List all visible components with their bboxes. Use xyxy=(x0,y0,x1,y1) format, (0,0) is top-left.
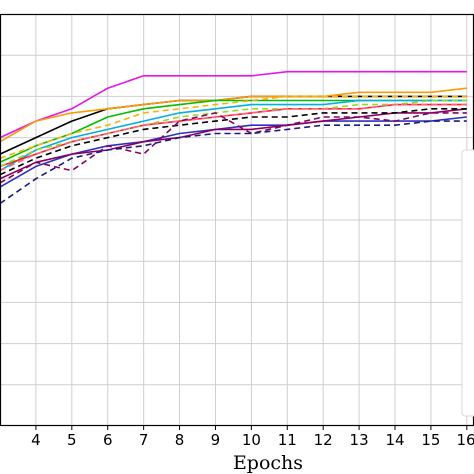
x-tick-label-9: 9 xyxy=(211,431,221,449)
series-line-3 xyxy=(0,87,467,143)
x-tick-label-14: 14 xyxy=(385,431,404,449)
x-tick-label-13: 13 xyxy=(350,431,369,449)
series-line-12 xyxy=(0,108,467,176)
x-tick-label-8: 8 xyxy=(175,431,185,449)
x-tick-label-15: 15 xyxy=(421,431,440,449)
series-line-14 xyxy=(0,120,467,205)
legend-box-edge xyxy=(461,149,474,417)
series-line-1 xyxy=(0,70,467,139)
x-tick-label-5: 5 xyxy=(67,431,77,449)
x-tick-label-7: 7 xyxy=(139,431,149,449)
x-tick-label-12: 12 xyxy=(314,431,333,449)
series-group xyxy=(0,70,467,205)
x-tick-label-10: 10 xyxy=(242,431,261,449)
series-line-8 xyxy=(0,108,467,180)
x-axis-title: Epochs xyxy=(233,452,303,474)
x-tick-label-6: 6 xyxy=(103,431,113,449)
series-line-13 xyxy=(0,112,467,184)
x-tick-label-11: 11 xyxy=(278,431,297,449)
series-line-7 xyxy=(0,116,467,188)
x-tick-label-16: 16 xyxy=(456,431,474,449)
x-ticks: 4 5 6 7 8 9 10 11 12 13 14 15 16 xyxy=(31,426,474,449)
series-line-5 xyxy=(0,99,467,172)
series-line-10 xyxy=(0,95,467,159)
x-tick-label-4: 4 xyxy=(31,431,41,449)
series-line-11 xyxy=(0,103,467,172)
